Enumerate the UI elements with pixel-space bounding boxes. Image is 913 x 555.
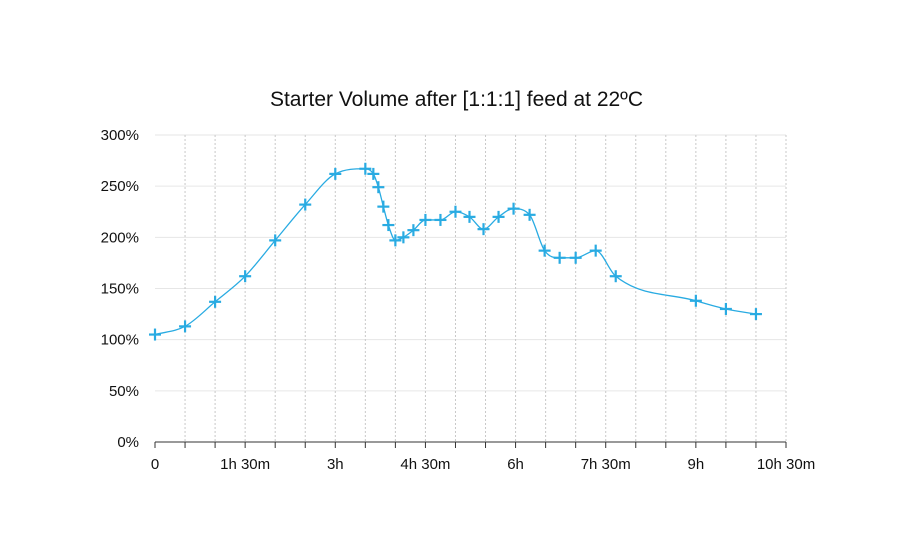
- data-point-marker: [359, 162, 372, 175]
- data-point-marker: [589, 244, 602, 257]
- data-point-marker: [434, 213, 447, 226]
- data-point-marker: [609, 270, 622, 283]
- data-point-marker: [239, 270, 252, 283]
- data-markers: [149, 162, 762, 341]
- data-point-marker: [463, 210, 476, 223]
- data-point-marker: [569, 251, 582, 264]
- data-point-marker: [719, 302, 732, 315]
- tick-labels: 0% 50% 100% 150% 200% 250% 300% 0 1h 30m 3h 4h 30m…: [101, 127, 816, 473]
- grid-lines: [155, 134, 787, 442]
- x-tick-label: 10h 30m: [757, 456, 815, 473]
- y-tick-label: 300%: [101, 127, 139, 144]
- y-tick-label: 100%: [101, 332, 139, 349]
- data-point-marker: [492, 210, 505, 223]
- chart-title: Starter Volume after [1:1:1] feed at 22º…: [269, 88, 644, 111]
- y-tick-label: 200%: [101, 229, 139, 246]
- data-point-marker: [382, 219, 395, 232]
- data-point-marker: [407, 224, 420, 237]
- data-point-marker: [553, 251, 566, 264]
- data-point-marker: [269, 234, 282, 247]
- x-tick-label: 4h 30m: [400, 456, 450, 473]
- data-point-marker: [149, 328, 161, 341]
- x-tick-label: 7h 30m: [581, 456, 631, 473]
- data-point-marker: [209, 295, 222, 308]
- data-point-marker: [389, 234, 402, 247]
- data-point-marker: [299, 198, 312, 211]
- data-point-marker: [523, 208, 536, 221]
- axes: [154, 441, 787, 448]
- data-point-marker: [372, 181, 385, 194]
- data-point-marker: [477, 223, 490, 236]
- data-point-marker: [689, 294, 702, 307]
- data-point-marker: [329, 167, 342, 180]
- y-tick-label: 0%: [117, 434, 139, 451]
- y-tick-label: 150%: [101, 281, 139, 298]
- data-point-marker: [367, 167, 380, 180]
- data-point-marker: [397, 231, 410, 244]
- x-tick-label: 6h: [507, 456, 524, 473]
- x-tick-label: 0: [151, 456, 159, 473]
- x-tick-label: 1h 30m: [220, 456, 270, 473]
- y-tick-label: 250%: [101, 178, 139, 195]
- data-point-marker: [419, 213, 432, 226]
- x-tick-label: 9h: [688, 456, 705, 473]
- data-point-marker: [377, 200, 390, 213]
- data-point-marker: [507, 202, 520, 215]
- data-point-marker: [749, 308, 762, 321]
- x-tick-label: 3h: [327, 456, 344, 473]
- y-tick-label: 50%: [109, 383, 139, 400]
- data-point-marker: [538, 244, 551, 257]
- data-point-marker: [179, 320, 192, 333]
- data-point-marker: [449, 205, 462, 218]
